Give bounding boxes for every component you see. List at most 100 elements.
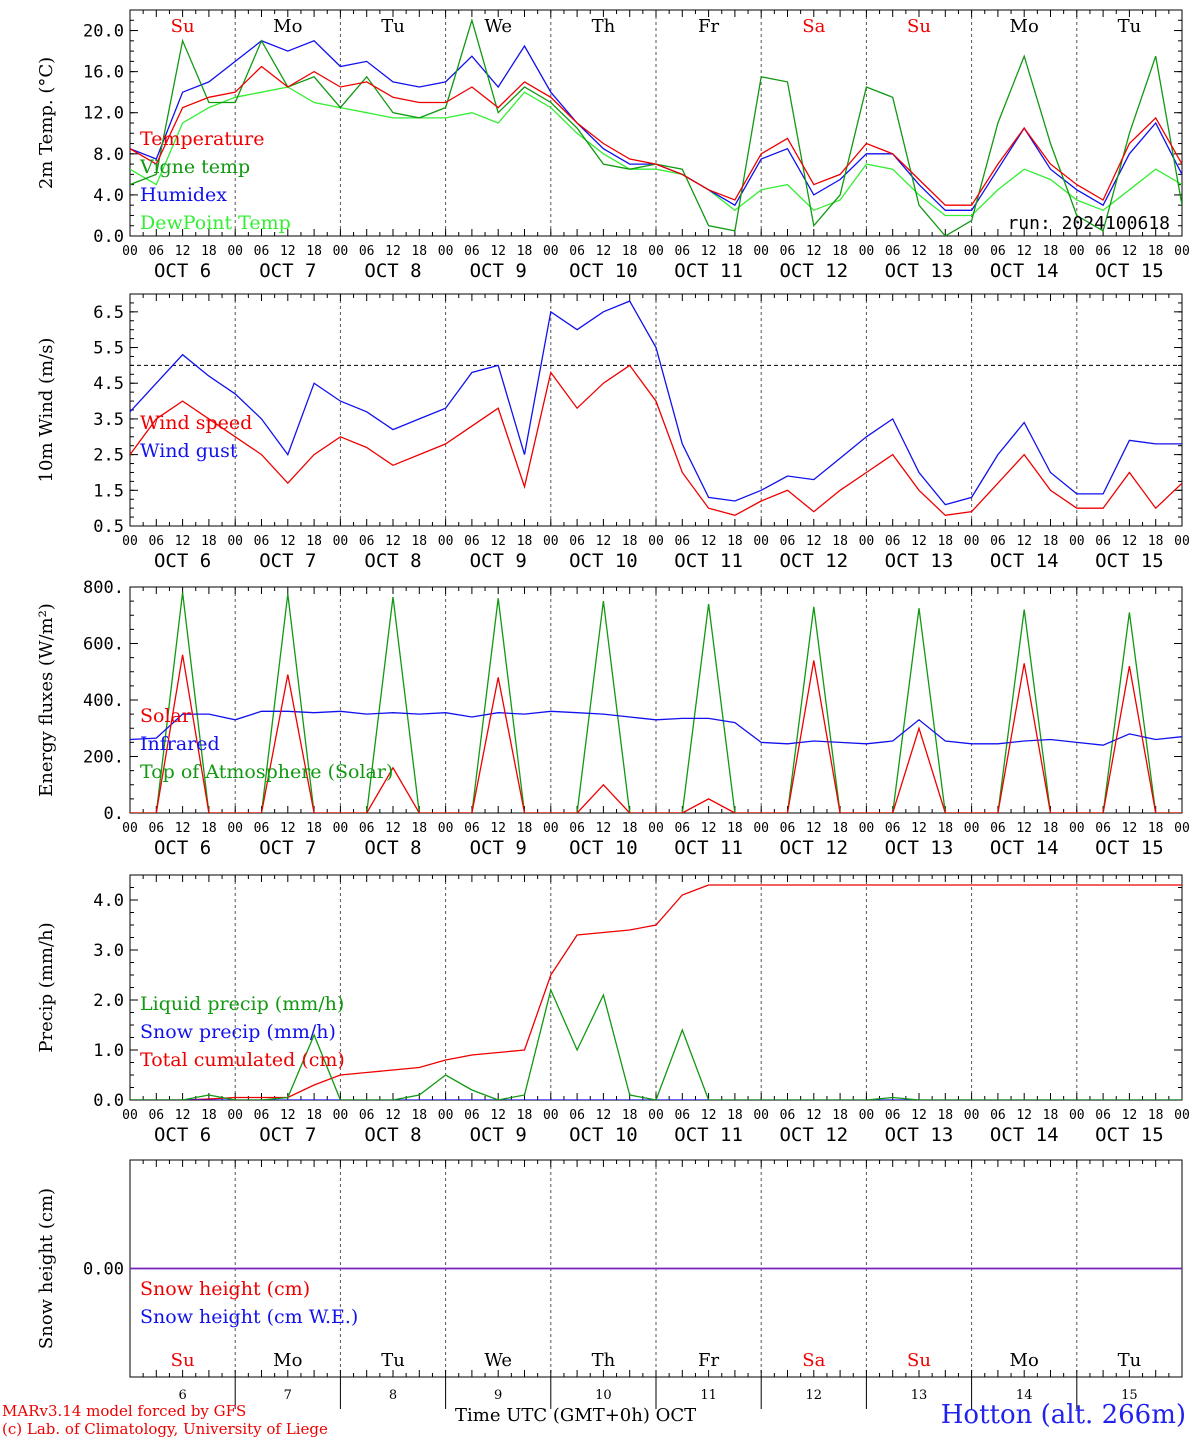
series-line-liquid-precip-mm-h- (130, 987, 1182, 1100)
hour-tick-label: 00 (1174, 534, 1190, 549)
panel-wind: 0.5 1.5 2.5 3.5 4.5 5.5 6.5 10m Wind (m/s) Wind … (36, 293, 1190, 572)
hour-tick-label: 00 (1069, 244, 1085, 259)
hour-tick-label: 06 (780, 244, 796, 259)
hour-tick-label: 18 (727, 821, 743, 836)
hour-tick-label: 12 (911, 534, 927, 549)
hour-tick-label: 18 (1043, 534, 1059, 549)
series-line-wind-gust (130, 300, 1182, 506)
hour-tick-label: 06 (674, 534, 690, 549)
hour-tick-label: 06 (254, 244, 270, 259)
hour-tick-label: 18 (517, 534, 533, 549)
date-label: OCT 13 (885, 1124, 954, 1146)
hour-tick-label: 18 (937, 244, 953, 259)
y-tick-label: 3.5 (93, 410, 124, 430)
y-tick-label: 600. (83, 635, 124, 655)
legend-entry: Solar (140, 705, 192, 727)
y-tick-label: 2.5 (93, 446, 124, 466)
weekday-label: Tu (381, 1350, 405, 1371)
hour-tick-label: 06 (569, 821, 585, 836)
hour-tick-label: 12 (701, 821, 717, 836)
hour-tick-label: 00 (964, 534, 980, 549)
hour-tick-label: 06 (569, 244, 585, 259)
hour-tick-label: 12 (596, 1108, 612, 1123)
y-tick-label: 2.0 (93, 991, 124, 1011)
hour-tick-label: 18 (411, 1108, 427, 1123)
y-tick-label: 20.0 (83, 22, 124, 42)
hour-tick-label: 12 (490, 534, 506, 549)
hour-tick-label: 00 (543, 1108, 559, 1123)
y-tick-label: 6.5 (93, 303, 124, 323)
y-tick-label: 0.00 (83, 1260, 124, 1280)
date-label: OCT 7 (259, 1124, 316, 1146)
date-label: OCT 11 (674, 837, 743, 859)
hour-tick-label: 00 (438, 534, 454, 549)
hour-tick-label: 06 (359, 534, 375, 549)
hour-tick-label: 18 (937, 534, 953, 549)
date-label: OCT 11 (674, 260, 743, 282)
y-tick-label: 12.0 (83, 104, 124, 124)
legend-entry: Humidex (140, 184, 227, 206)
hour-tick-label: 00 (648, 1108, 664, 1123)
date-label: OCT 6 (154, 837, 211, 859)
hour-tick-label: 12 (490, 244, 506, 259)
hour-tick-label: 12 (1122, 821, 1138, 836)
hour-tick-label: 12 (280, 244, 296, 259)
hour-tick-label: 00 (438, 1108, 454, 1123)
hour-tick-label: 18 (201, 534, 217, 549)
hour-tick-label: 18 (622, 534, 638, 549)
hour-tick-label: 06 (569, 534, 585, 549)
y-axis-label: 2m Temp. (°C) (36, 57, 57, 189)
hour-tick-label: 00 (859, 821, 875, 836)
weekday-label: Sa (802, 16, 825, 37)
hour-tick-label: 00 (859, 1108, 875, 1123)
hour-tick-label: 12 (911, 821, 927, 836)
hour-tick-label: 12 (911, 1108, 927, 1123)
y-axis-label: Precip (mm/h) (36, 922, 57, 1052)
hour-tick-label: 00 (227, 821, 243, 836)
hour-tick-label: 18 (727, 244, 743, 259)
hour-tick-label: 06 (885, 534, 901, 549)
hour-tick-label: 06 (990, 1108, 1006, 1123)
day-number: 8 (389, 1388, 397, 1403)
weekday-label: Su (907, 16, 931, 37)
hour-tick-label: 18 (201, 821, 217, 836)
y-tick-label: 0. (104, 804, 124, 824)
hour-tick-label: 00 (333, 821, 349, 836)
y-axis-label: Energy fluxes (W/m²) (36, 603, 57, 797)
hour-tick-label: 18 (937, 1108, 953, 1123)
hour-tick-label: 12 (280, 821, 296, 836)
hour-tick-label: 18 (832, 534, 848, 549)
legend-entry: Temperature (140, 128, 264, 150)
hour-tick-label: 00 (1069, 534, 1085, 549)
date-label: OCT 13 (885, 550, 954, 572)
date-label: OCT 8 (364, 260, 421, 282)
weekday-label: Th (592, 16, 616, 37)
legend-entry: Wind speed (140, 412, 252, 434)
hour-tick-label: 06 (1095, 244, 1111, 259)
hour-tick-label: 12 (385, 1108, 401, 1123)
legend-entry: Wind gust (140, 440, 238, 462)
hour-tick-label: 18 (1148, 1108, 1164, 1123)
weekday-label: Sa (802, 1350, 825, 1371)
date-label: OCT 14 (990, 260, 1059, 282)
hour-tick-label: 00 (122, 534, 138, 549)
hour-tick-label: 06 (1095, 821, 1111, 836)
hour-tick-label: 12 (701, 244, 717, 259)
hour-tick-label: 00 (964, 244, 980, 259)
weekday-label: Tu (381, 16, 405, 37)
hour-tick-label: 12 (490, 1108, 506, 1123)
date-label: OCT 8 (364, 1124, 421, 1146)
weekday-label: Su (171, 16, 195, 37)
series-line-solar (130, 654, 1182, 813)
hour-tick-label: 18 (306, 821, 322, 836)
hour-tick-label: 00 (122, 1108, 138, 1123)
day-number: 6 (178, 1388, 186, 1403)
day-number: 11 (700, 1388, 717, 1403)
hour-tick-label: 12 (1016, 244, 1032, 259)
date-label: OCT 6 (154, 1124, 211, 1146)
hour-tick-label: 06 (674, 244, 690, 259)
panel-snow: 0.00 Snow height (cm) Snow height (cm) Snow… (36, 1159, 1183, 1409)
hour-tick-label: 18 (517, 821, 533, 836)
date-label: OCT 13 (885, 837, 954, 859)
hour-tick-label: 00 (543, 244, 559, 259)
